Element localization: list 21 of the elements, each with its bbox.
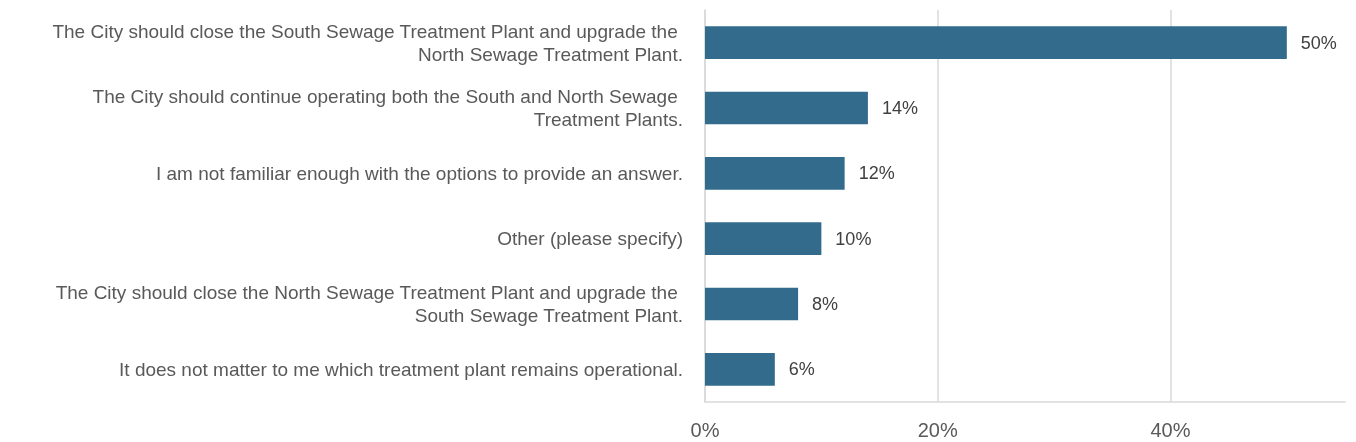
data-label: 8% bbox=[812, 294, 839, 314]
x-tick-label: 40% bbox=[1150, 419, 1191, 441]
bar bbox=[705, 353, 775, 386]
x-tick-label: 0% bbox=[690, 419, 720, 441]
y-tick-label: I am not familiar enough with the options to provide an answer. bbox=[155, 162, 683, 184]
y-tick-label: The City should close the South Sewage Treatment Plant and upgrade the North Sewage Treatment Plant. bbox=[52, 20, 683, 65]
bar bbox=[705, 26, 1287, 59]
data-label: 6% bbox=[788, 359, 815, 380]
data-label: 50% bbox=[1300, 32, 1337, 53]
y-tick-label: Other (please specify) bbox=[497, 228, 683, 250]
data-label: 12% bbox=[858, 163, 895, 184]
bar bbox=[705, 222, 822, 255]
y-tick-label: The City should continue operating both the South and North Sewage Treatment Plants. bbox=[92, 86, 683, 130]
x-tick-label: 20% bbox=[917, 419, 958, 441]
data-label: 14% bbox=[881, 98, 918, 118]
bar bbox=[705, 157, 845, 190]
y-tick-label: It does not matter to me which treatment plant remains operational. bbox=[119, 358, 683, 380]
bar bbox=[705, 287, 799, 321]
y-tick-label: The City should close the North Sewage Treatment Plant and upgrade the South Sewage Treatment Plant. bbox=[55, 282, 683, 326]
data-label: 10% bbox=[835, 228, 872, 249]
bar bbox=[705, 91, 868, 125]
